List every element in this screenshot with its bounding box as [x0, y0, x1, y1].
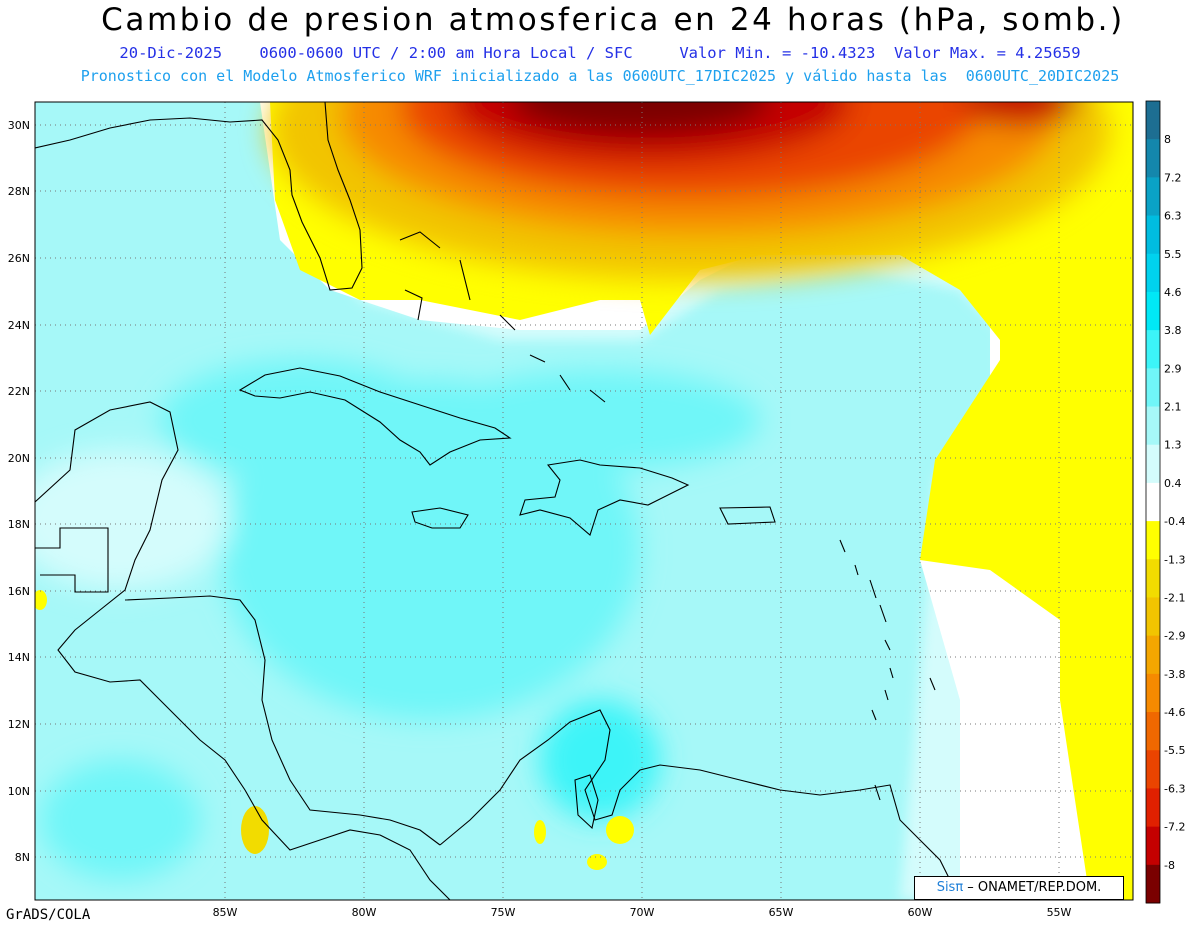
lon-label: 85W: [213, 906, 238, 919]
coast-us-florida: [35, 102, 363, 291]
colorbar-swatch: [1146, 482, 1160, 522]
colorbar-swatch: [1146, 368, 1160, 408]
latitude-axis: 30N 28N 26N 24N 22N 20N 18N 16N 14N 12N …: [8, 119, 30, 864]
plot-frame: [34, 101, 1134, 901]
coast-lake-maracaibo: [574, 774, 599, 830]
colorbar-swatch: [1146, 444, 1160, 484]
subtitle-model-info: Pronostico con el Modelo Atmosferico WRF…: [80, 67, 1120, 85]
colorbar-label: 4.6: [1164, 286, 1182, 299]
colorbar-frame: [1145, 100, 1161, 904]
sispi-logo: Sisπ: [936, 880, 964, 895]
colorbar-swatch: [1146, 406, 1160, 446]
lon-label: 55W: [1047, 906, 1072, 919]
lon-label: 60W: [908, 906, 933, 919]
colorbar-label: -2.1: [1164, 591, 1185, 604]
colorbar-label: -8: [1164, 859, 1175, 872]
colorbar-swatch: [1146, 788, 1160, 828]
colorbar-swatch: [1146, 864, 1160, 904]
lat-label: 30N: [8, 119, 30, 132]
grid-lines: [35, 102, 1133, 900]
coast-south-america: [439, 709, 961, 900]
coastlines: [35, 102, 961, 900]
colorbar-swatch: [1146, 330, 1160, 369]
coast-puerto-rico: [719, 506, 776, 525]
lat-label: 18N: [8, 518, 30, 531]
colorbar-label: 3.8: [1164, 324, 1182, 337]
lat-label: 14N: [8, 651, 30, 664]
lat-label: 12N: [8, 718, 30, 731]
colorbar-swatch: [1146, 673, 1160, 713]
colorbar-swatch: [1146, 826, 1160, 866]
coast-central-america-east: [124, 595, 441, 846]
lat-label: 8N: [15, 851, 30, 864]
lon-label: 80W: [352, 906, 377, 919]
colorbar-label: -6.3: [1164, 782, 1185, 795]
colorbar-label: 5.5: [1164, 248, 1182, 261]
colorbar-swatch: [1146, 291, 1160, 331]
lat-label: 28N: [8, 185, 30, 198]
colorbar-label: -4.6: [1164, 706, 1185, 719]
colorbar-label: -5.5: [1164, 744, 1185, 757]
colorbar-label: 2.1: [1164, 401, 1182, 414]
colorbar-label: 1.3: [1164, 439, 1182, 452]
lon-label: 65W: [769, 906, 794, 919]
lon-label: 75W: [491, 906, 516, 919]
shaded-field: [35, 102, 1133, 900]
subtitle-date-range: 20-Dic-2025 0600-0600 UTC / 2:00 am Hora…: [119, 44, 1081, 62]
border-guatemala: [35, 527, 109, 593]
colorbar-label: -7.2: [1164, 821, 1185, 834]
colorbar-label: -3.8: [1164, 668, 1185, 681]
colorbar-swatch: [1146, 750, 1160, 789]
lat-label: 20N: [8, 452, 30, 465]
colorbar-label: 6.3: [1164, 210, 1182, 223]
credit-box: Sisπ – ONAMET/REP.DOM.: [914, 876, 1124, 900]
colorbar-label: -1.3: [1164, 553, 1185, 566]
colorbar-label: -2.9: [1164, 630, 1185, 643]
lat-label: 22N: [8, 385, 30, 398]
colorbar-label: 7.2: [1164, 171, 1182, 184]
colorbar-swatch: [1146, 712, 1160, 751]
colorbar-label: 8: [1164, 133, 1171, 146]
colorbar-swatch: [1146, 101, 1160, 140]
colorbar-label: 0.4: [1164, 477, 1182, 490]
colorbar-swatch: [1146, 559, 1160, 598]
colorbar-swatch: [1146, 177, 1160, 217]
grads-footer: GrADS/COLA: [6, 907, 91, 923]
coast-cuba: [238, 367, 512, 466]
colorbar-swatch: [1146, 521, 1160, 560]
coast-jamaica: [411, 507, 469, 529]
coast-central-america: [35, 401, 451, 900]
coast-hispaniola: [519, 459, 690, 536]
colorbar: 8 7.2 6.3 5.5 4.6 3.8 2.9 2.1 1.3 0.4 -0.4 -1.3 -2.1…: [1145, 100, 1185, 904]
lat-label: 26N: [8, 252, 30, 265]
colorbar-swatch: [1146, 635, 1160, 675]
colorbar-swatch: [1146, 597, 1160, 637]
longitude-axis: 85W 80W 75W 70W 65W 60W 55W: [213, 906, 1072, 919]
credit-text: – ONAMET/REP.DOM.: [963, 880, 1102, 895]
coast-lesser-antilles: [839, 539, 936, 801]
colorbar-swatch: [1146, 253, 1160, 293]
colorbar-label: -0.4: [1164, 515, 1185, 528]
lon-label: 70W: [630, 906, 655, 919]
map-title: Cambio de presion atmosferica en 24 hora…: [101, 2, 1125, 38]
coast-bahamas: [399, 231, 606, 403]
lat-label: 24N: [8, 319, 30, 332]
lat-label: 10N: [8, 785, 30, 798]
colorbar-swatch: [1146, 215, 1160, 255]
lat-label: 16N: [8, 585, 30, 598]
colorbar-label: 2.9: [1164, 362, 1182, 375]
colorbar-swatch: [1146, 139, 1160, 178]
